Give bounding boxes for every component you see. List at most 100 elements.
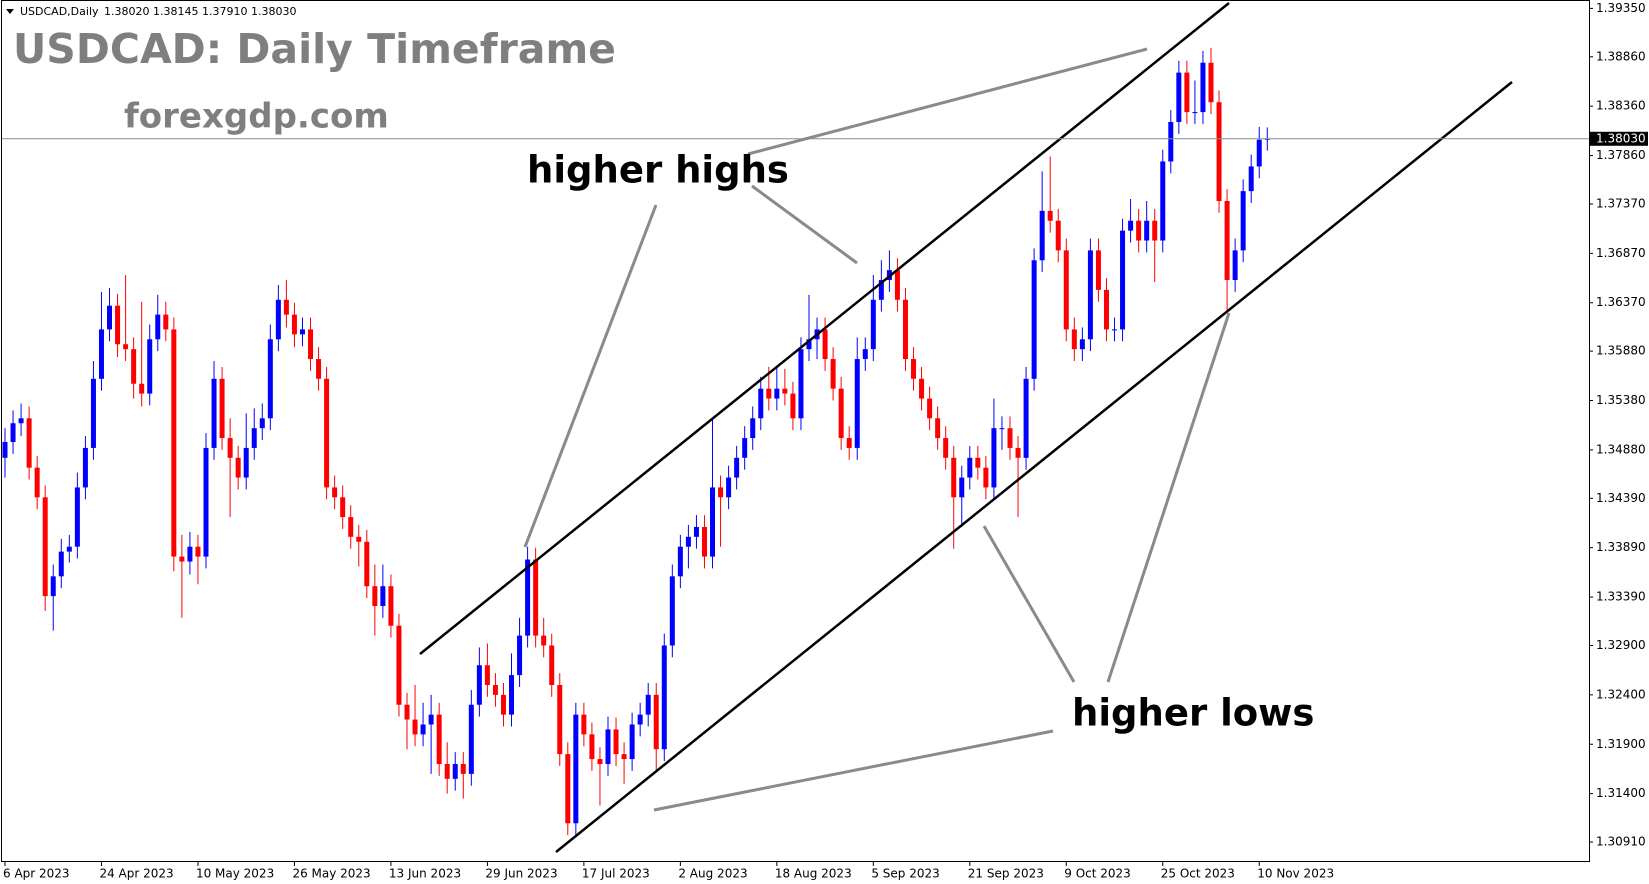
candle-body xyxy=(308,329,314,360)
candle-body xyxy=(991,428,997,488)
candle-body xyxy=(533,559,539,636)
lower-channel-line xyxy=(555,81,1513,853)
candle-body xyxy=(340,497,346,518)
candle-body xyxy=(951,457,957,498)
candle-body xyxy=(131,349,137,384)
candle-body xyxy=(444,764,450,779)
candle-body xyxy=(581,714,587,735)
candle-body xyxy=(967,457,973,478)
candle-body xyxy=(251,428,257,448)
candle-body xyxy=(372,586,378,606)
candle-body xyxy=(661,645,667,750)
candle-body xyxy=(18,418,24,424)
y-tick-label: 1.34390 xyxy=(1596,491,1646,505)
candle-body xyxy=(629,724,635,760)
candle-body xyxy=(404,704,410,720)
candle-body xyxy=(838,388,844,439)
plot-frame xyxy=(1,0,1590,862)
pointers xyxy=(523,47,1231,812)
candle-body xyxy=(1039,210,1045,261)
candle-body xyxy=(364,541,370,587)
x-tick-label: 17 Jul 2023 xyxy=(582,867,650,881)
candle-body xyxy=(195,546,201,557)
current-price-box xyxy=(1590,131,1648,146)
candle-body xyxy=(999,428,1005,430)
y-tick-label: 1.37860 xyxy=(1596,148,1646,162)
candle-body xyxy=(211,378,217,448)
y-tick-label: 1.31900 xyxy=(1596,737,1646,751)
candle-body xyxy=(179,556,185,562)
candle-body xyxy=(1216,102,1222,202)
pointer xyxy=(747,47,1148,156)
candle-body xyxy=(975,457,981,468)
candle-body xyxy=(98,329,104,379)
pointer xyxy=(751,184,858,265)
candle-body xyxy=(500,694,506,715)
candle-body xyxy=(894,270,900,300)
candle-body xyxy=(348,517,354,537)
y-tick-label: 1.35380 xyxy=(1596,393,1646,407)
candle-body xyxy=(605,729,611,765)
y-tick-label: 1.31400 xyxy=(1596,786,1646,800)
candle-body xyxy=(412,719,418,735)
candle-body xyxy=(1047,210,1053,221)
candle-body xyxy=(1103,289,1109,330)
candle-body xyxy=(396,625,402,705)
y-tick-label: 1.39350 xyxy=(1596,1,1646,15)
candle-body xyxy=(139,383,145,394)
x-tick-label: 10 Nov 2023 xyxy=(1257,867,1334,881)
candle-body xyxy=(492,684,498,695)
candle-body xyxy=(380,586,386,606)
candle-body xyxy=(82,447,88,488)
annotation: higher highs xyxy=(527,149,789,192)
x-tick-label: 13 Jun 2023 xyxy=(389,867,461,881)
upper-channel-line xyxy=(419,2,1230,655)
candle-body xyxy=(243,447,249,478)
candle-body xyxy=(822,329,828,360)
candle-body xyxy=(758,388,764,419)
x-tick-label: 2 Aug 2023 xyxy=(678,867,747,881)
candle-body xyxy=(115,305,121,345)
candle-body xyxy=(549,645,555,685)
y-tick-label: 1.32400 xyxy=(1596,687,1646,701)
candle-body xyxy=(235,457,241,478)
candle-body xyxy=(1256,139,1262,167)
candle-body xyxy=(645,694,651,715)
symbol: USDCAD,Daily xyxy=(20,5,99,18)
candle-body xyxy=(163,314,169,330)
candle-body xyxy=(541,635,547,646)
candle-body xyxy=(1055,220,1061,251)
candle-body xyxy=(1184,72,1190,113)
x-tick-label: 29 Jun 2023 xyxy=(485,867,557,881)
candle-body xyxy=(1168,121,1174,162)
candle-body xyxy=(259,418,265,429)
candle-body xyxy=(324,378,330,488)
y-tick-label: 1.35880 xyxy=(1596,344,1646,358)
candle-body xyxy=(1232,250,1238,281)
candle-body xyxy=(107,305,113,330)
annotation: higher lows xyxy=(1072,692,1314,735)
candle-body xyxy=(1087,250,1093,340)
candle-body xyxy=(509,675,515,715)
candle-body xyxy=(452,764,458,779)
candle-body xyxy=(74,487,80,547)
candle-body xyxy=(1095,250,1101,290)
candle-body xyxy=(332,487,338,498)
y-tick-label: 1.36870 xyxy=(1596,246,1646,260)
candle-body xyxy=(50,576,56,597)
candle-body xyxy=(573,714,579,824)
x-tick-label: 10 May 2023 xyxy=(196,867,274,881)
candle-body xyxy=(597,759,603,765)
candle-body xyxy=(613,729,619,755)
candle-body xyxy=(1240,191,1246,251)
candle-body xyxy=(1192,112,1198,114)
menu-icon xyxy=(6,9,14,14)
candle-body xyxy=(750,418,756,439)
candle-body xyxy=(1063,250,1069,330)
candle-body xyxy=(718,487,724,498)
candle-body xyxy=(1200,62,1206,113)
candle-body xyxy=(677,546,683,577)
candle-body xyxy=(830,359,836,389)
candle-body xyxy=(66,546,72,552)
